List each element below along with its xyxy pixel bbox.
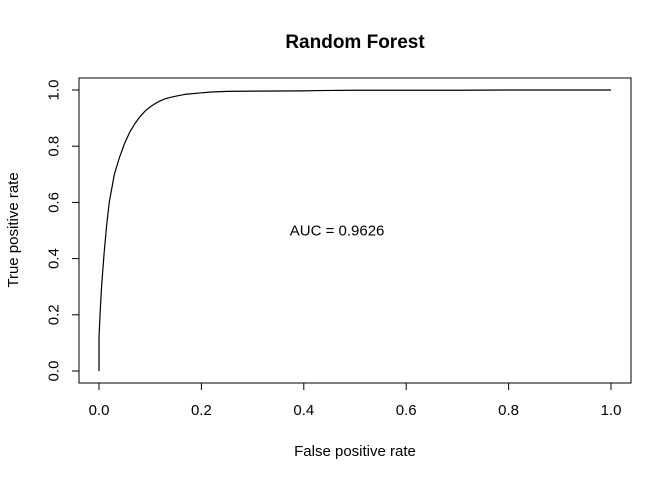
- y-tick-label: 0.2: [46, 304, 63, 325]
- x-tick-label: 1.0: [601, 402, 622, 419]
- auc-annotation: AUC = 0.9626: [290, 223, 385, 240]
- x-tick-label: 0.0: [89, 402, 110, 419]
- y-axis-label: True positive rate: [5, 172, 22, 287]
- y-tick-label: 1.0: [46, 80, 63, 101]
- x-tick-label: 0.6: [396, 402, 417, 419]
- chart-title: Random Forest: [285, 32, 425, 53]
- x-tick-label: 0.4: [293, 402, 314, 419]
- x-tick-label: 0.8: [498, 402, 519, 419]
- x-axis-label: False positive rate: [294, 443, 416, 460]
- y-tick-label: 0.8: [46, 136, 63, 157]
- x-tick-label: 0.2: [191, 402, 212, 419]
- y-tick-label: 0.0: [46, 361, 63, 382]
- y-axis: 0.0 0.2 0.4 0.6 0.8 1.0: [46, 80, 80, 382]
- x-axis: 0.0 0.2 0.4 0.6 0.8 1.0: [89, 382, 622, 419]
- roc-curve: [98, 89, 611, 371]
- y-tick-label: 0.4: [46, 248, 63, 269]
- y-tick-label: 0.6: [46, 192, 63, 213]
